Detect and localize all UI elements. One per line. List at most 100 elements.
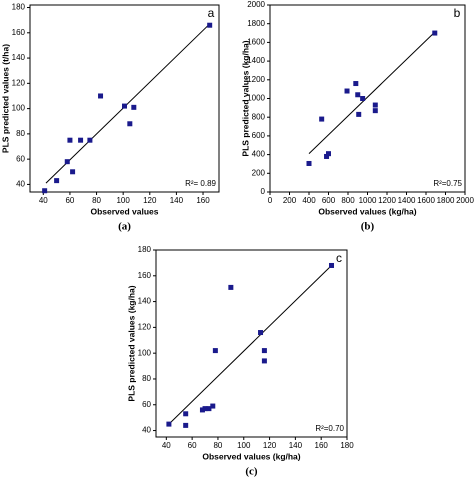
y-tick-label: 1200 (247, 75, 265, 84)
x-tick-label: 140 (289, 441, 303, 450)
data-point (87, 137, 93, 143)
caption: (c) (245, 466, 258, 477)
data-point (183, 422, 189, 428)
y-tick-label: 2000 (247, 0, 265, 9)
x-tick-label: 180 (340, 441, 354, 450)
data-point (432, 30, 438, 36)
x-tick-label: 160 (315, 441, 329, 450)
y-tick-label: 40 (142, 426, 151, 435)
data-point (258, 330, 264, 336)
x-tick-label: 200 (283, 196, 297, 205)
y-tick-label: 180 (138, 245, 152, 254)
data-point (306, 160, 312, 166)
data-point (202, 406, 208, 412)
caption: (b) (361, 221, 375, 233)
x-tick-label: 1200 (378, 196, 396, 205)
x-axis-label: Observed values (90, 206, 158, 216)
data-point (127, 121, 133, 127)
x-axis-label: Observed values (kg/ha) (202, 451, 300, 461)
data-point (353, 81, 359, 87)
data-point (199, 407, 205, 413)
r-squared: R²= 0.89 (185, 179, 216, 188)
y-tick-label: 80 (142, 374, 151, 383)
panel-letter: c (336, 251, 342, 265)
x-tick-label: 120 (263, 441, 277, 450)
data-point (183, 411, 189, 417)
x-tick-label: 40 (162, 441, 171, 450)
y-tick-label: 80 (16, 129, 25, 138)
data-point (261, 358, 267, 364)
y-tick-label: 1600 (247, 38, 265, 47)
data-point (207, 22, 213, 28)
data-point (355, 92, 361, 98)
y-tick-label: 1400 (247, 56, 265, 65)
y-tick-label: 160 (12, 28, 26, 37)
data-point (329, 262, 335, 268)
x-tick-label: 400 (302, 196, 316, 205)
y-axis-label: PLS predicted values (kg/ha) (240, 40, 250, 156)
y-tick-label: 120 (12, 78, 26, 87)
y-tick-label: 180 (12, 3, 26, 12)
y-tick-label: 140 (138, 297, 152, 306)
y-axis-label: PLS predicted values (t/ha) (0, 44, 10, 153)
y-tick-label: 60 (142, 400, 151, 409)
data-point (98, 93, 104, 99)
x-tick-label: 100 (237, 441, 251, 450)
data-point (67, 137, 73, 143)
trend-line (168, 265, 332, 425)
trend-line (45, 23, 211, 184)
data-point (372, 102, 378, 108)
y-tick-label: 100 (12, 104, 26, 113)
data-point (324, 153, 330, 159)
y-tick-label: 0 (261, 187, 266, 196)
x-tick-label: 1400 (398, 196, 416, 205)
x-tick-label: 2000 (456, 196, 474, 205)
x-tick-label: 80 (92, 196, 101, 205)
data-point (70, 169, 76, 175)
x-tick-label: 600 (322, 196, 336, 205)
x-tick-label: 40 (39, 196, 48, 205)
data-point (319, 116, 325, 122)
x-tick-label: 0 (268, 196, 273, 205)
data-point (54, 178, 60, 184)
y-tick-label: 1800 (247, 19, 265, 28)
data-point (326, 151, 331, 157)
x-tick-label: 160 (196, 196, 210, 205)
x-tick-label: 1000 (359, 196, 377, 205)
x-tick-label: 60 (188, 441, 197, 450)
data-point (210, 403, 216, 409)
data-point (42, 188, 48, 194)
plot-frame (29, 4, 220, 193)
panel-letter: a (208, 6, 215, 20)
x-axis-label: Observed values (kg/ha) (318, 206, 416, 216)
caption: (a) (118, 221, 131, 233)
data-point (212, 348, 218, 354)
data-point (360, 96, 366, 101)
data-point (344, 88, 350, 94)
data-point (122, 103, 127, 109)
y-tick-label: 140 (12, 53, 26, 62)
data-point (131, 104, 137, 110)
r-squared: R²=0.75 (433, 179, 462, 188)
data-point (206, 406, 212, 412)
data-point (372, 108, 378, 114)
x-tick-label: 1600 (417, 196, 435, 205)
data-point (78, 137, 84, 143)
trend-line (308, 31, 436, 155)
x-tick-label: 120 (143, 196, 157, 205)
y-tick-label: 120 (138, 322, 152, 331)
x-tick-label: 1800 (437, 196, 455, 205)
y-axis-label: PLS predicted values (kg/ha) (126, 285, 136, 401)
data-point (64, 159, 70, 165)
y-tick-label: 40 (16, 180, 25, 189)
x-tick-label: 60 (65, 196, 74, 205)
data-point (356, 111, 362, 117)
x-tick-label: 140 (170, 196, 184, 205)
y-tick-label: 1000 (247, 94, 265, 103)
x-tick-label: 800 (341, 196, 355, 205)
y-tick-label: 60 (16, 154, 25, 163)
data-point (166, 421, 172, 427)
data-point (228, 284, 234, 290)
x-tick-label: 100 (116, 196, 130, 205)
